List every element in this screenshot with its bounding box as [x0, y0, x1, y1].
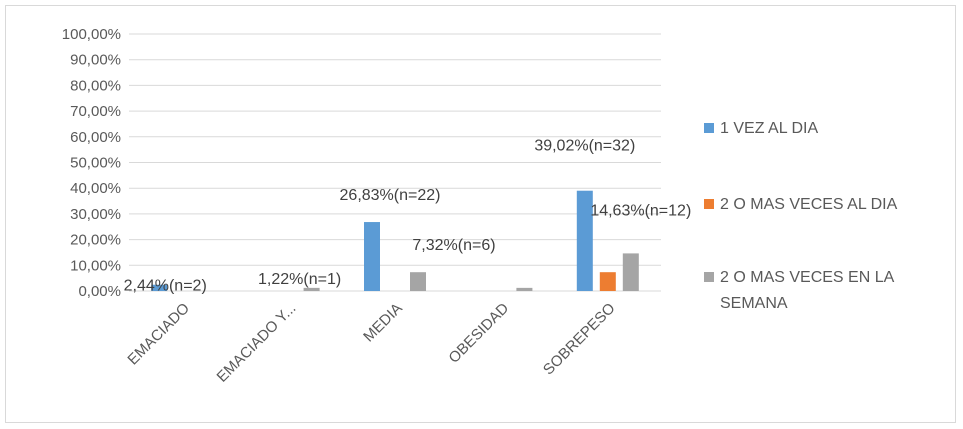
data-label: 7,32%(n=6)	[412, 237, 495, 254]
chart-frame: 0,00% 10,00% 20,00% 30,00% 40,00% 50,00% 60,00…	[5, 5, 956, 423]
y-tick-label: 90,00%	[70, 52, 121, 69]
y-tick-label: 80,00%	[70, 77, 121, 94]
data-label: 1,22%(n=1)	[258, 271, 341, 288]
bar-chart: 0,00% 10,00% 20,00% 30,00% 40,00% 50,00% 60,00…	[62, 26, 898, 386]
x-category-label: EMACIADO	[124, 300, 193, 369]
bar	[516, 287, 533, 291]
legend-entry: 2 O MAS VECES EN LA	[720, 269, 895, 286]
y-tick-label: 40,00%	[70, 180, 121, 197]
data-label: 26,83%(n=22)	[340, 187, 441, 204]
x-category-label: EMACIADO Y...	[214, 300, 300, 386]
x-category-label: MEDIA	[360, 300, 406, 346]
bar	[151, 284, 168, 291]
x-category-label: OBESIDAD	[445, 300, 512, 367]
bar	[410, 272, 426, 291]
y-tick-label: 20,00%	[70, 232, 121, 249]
y-tick-label: 10,00%	[70, 257, 121, 274]
data-label: 2,44%(n=2)	[124, 278, 207, 295]
y-tick-label: 60,00%	[70, 129, 121, 146]
legend-entry: 2 O MAS VECES AL DIA	[720, 196, 898, 213]
bar	[576, 190, 593, 291]
x-category-label: SOBREPESO	[540, 300, 619, 379]
legend-swatch	[704, 123, 714, 133]
legend-entry: SEMANA	[720, 295, 788, 312]
legend-swatch	[704, 199, 714, 209]
bar	[622, 253, 639, 291]
data-label: 39,02%(n=32)	[534, 138, 635, 155]
legend-swatch	[704, 272, 714, 282]
y-tick-label: 0,00%	[78, 283, 121, 300]
y-tick-label: 50,00%	[70, 155, 121, 172]
bar	[599, 272, 616, 291]
data-label: 14,63%(n=12)	[590, 202, 691, 219]
y-tick-label: 30,00%	[70, 206, 121, 223]
bar	[364, 222, 380, 291]
y-tick-label: 100,00%	[62, 26, 121, 43]
bar	[303, 287, 320, 291]
legend-entry: 1 VEZ AL DIA	[720, 120, 818, 137]
y-tick-label: 70,00%	[70, 103, 121, 120]
